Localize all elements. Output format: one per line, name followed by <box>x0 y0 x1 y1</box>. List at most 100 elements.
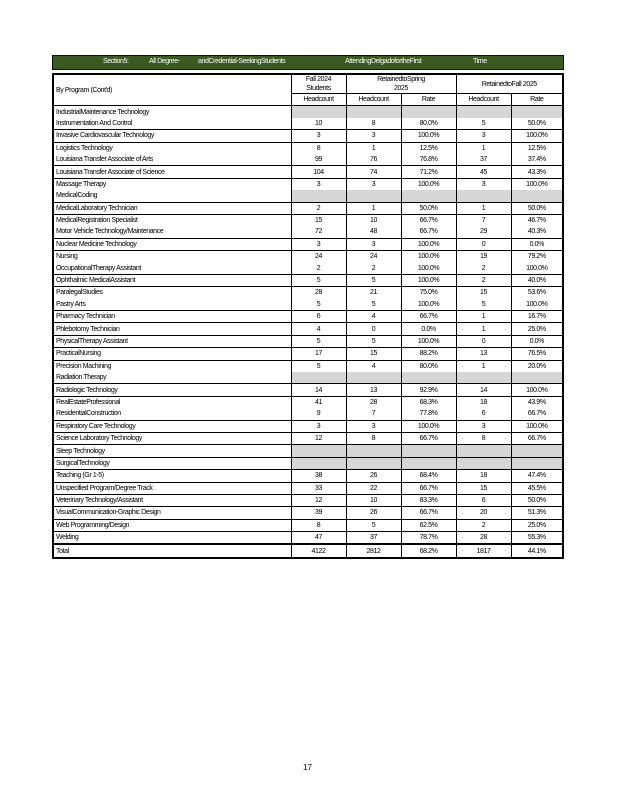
cell-value: 19 <box>455 250 512 263</box>
program-name: Radiation Therapy <box>56 374 107 382</box>
program-name: SurgicalTechnology <box>53 456 291 470</box>
program-name: Motor Vehicle Technology/Maintenance <box>56 228 164 236</box>
cell-value: 43.3% <box>510 165 564 179</box>
table-row: Veterinary Technology/Assistant 12 10 83.3%… <box>53 493 564 507</box>
cell-value: 100.0% <box>510 419 564 433</box>
cell-value: 28 <box>290 286 346 299</box>
cell-value: 21 <box>345 286 401 299</box>
cell-value: 15 <box>345 347 401 361</box>
cell-value: 100.0% <box>400 262 457 275</box>
cell-value: 3 <box>345 129 401 143</box>
cell-value: 4122 <box>290 543 346 558</box>
cell-value: 100.0% <box>400 177 457 191</box>
table-row: Teaching (Gr 1-5) 38 26 68.4% 18 47.4% <box>53 469 564 482</box>
table-row: VisualCommunication-Graphic Design 39 26 66… <box>53 506 564 520</box>
program-name: Louisiana Transfer Associate of Arts <box>56 156 153 164</box>
cell-value: 100.0% <box>400 237 457 251</box>
table-row: PracticalNursing 17 15 88.2% 13 76.5% <box>53 347 564 361</box>
table-row: Instrumentation And Control 10 8 80.0% 5 50.0… <box>53 117 564 130</box>
cell-value: 3 <box>345 237 401 251</box>
cell-value: 78.7% <box>400 531 457 545</box>
table-row: RealEstateProfessional 41 28 68.3% 18 43.9% <box>53 395 564 409</box>
cell-value: 17 <box>290 347 346 361</box>
cell-value <box>455 105 512 118</box>
cell-value: 5 <box>290 298 346 311</box>
program-name: Phlebotomy Technician <box>53 322 291 336</box>
cell-value: 66.7% <box>400 431 457 445</box>
cell-value: 50.0% <box>510 493 564 507</box>
cell-value: 99 <box>290 153 346 166</box>
table-row: Motor Vehicle Technology/Maintenance 72 48… <box>53 226 564 239</box>
cell-value <box>455 371 512 384</box>
program-name: Total <box>53 543 291 558</box>
cell-value: 20.0% <box>510 359 564 372</box>
table-row: Logistics Technology 8 1 12.5% 1 12.5% <box>53 141 564 154</box>
cell-value <box>290 105 346 118</box>
cell-value: 100.0% <box>510 298 564 311</box>
table-row: Louisiana Transfer Associate of Science 1… <box>53 165 564 179</box>
program-name: Logistics Technology <box>53 141 291 154</box>
program-name: PhysicalTherapy Assistant <box>53 334 291 348</box>
cell-value: 44.1% <box>510 543 564 558</box>
cell-value: 12 <box>290 431 346 445</box>
cell-value: 13 <box>345 383 401 397</box>
table-row: Sleep Technology <box>53 444 564 458</box>
program-name: Unspecified Program/Degree Track <box>53 481 291 495</box>
program-name: MedicalCoding <box>56 192 98 200</box>
cell-value: 3 <box>290 129 346 143</box>
cell-value: 13 <box>455 347 512 361</box>
cell-value: 45 <box>455 165 512 179</box>
cell-value: 62.5% <box>400 518 457 532</box>
cell-value: 1 <box>345 141 401 154</box>
cell-value: 100.0% <box>510 177 564 191</box>
cell-value: 80.0% <box>400 359 457 372</box>
cell-value: 5 <box>345 273 401 287</box>
cell-value: 51.3% <box>510 506 564 520</box>
cell-value: 79.2% <box>510 250 564 263</box>
cell-value: 4 <box>290 322 346 336</box>
cell-value: 76.5% <box>510 347 564 361</box>
section-banner: Section5: All Degree- andCredential-Seek… <box>52 55 564 70</box>
table-row: MedicalRegistration Specialist 15 10 66.7% 7… <box>53 213 564 227</box>
cell-value <box>345 444 401 458</box>
cell-value <box>510 105 564 118</box>
cell-value: 55.3% <box>510 531 564 545</box>
table-row: Phlebotomy Technician 4 0 0.0% 1 25.0% <box>53 322 564 336</box>
program-name: Sleep Technology <box>53 444 291 458</box>
spring-header: RetainedtoSpring 2025 <box>345 73 457 94</box>
cell-value: 72 <box>290 226 346 239</box>
cell-value: 68.3% <box>400 395 457 409</box>
cell-value: 15 <box>290 213 346 227</box>
cell-value: 50.0% <box>510 201 564 215</box>
table-row: Respiratory Care Technology 3 3 100.0% 3 100.… <box>53 419 564 433</box>
cell-value: 68.2% <box>400 543 457 558</box>
banner-text: AttendingDelgadofortheFirst <box>345 58 422 65</box>
cell-value <box>400 105 457 118</box>
table-row: Nuclear Medicine Technology 3 3 100.0% 0 0.0% <box>53 237 564 251</box>
cell-value <box>400 190 457 203</box>
table-row: Invasive Cardiovascular Technology 3 3 100.… <box>53 129 564 143</box>
cell-value: 9 <box>290 408 346 421</box>
cell-value: 2 <box>455 262 512 275</box>
cell-value: 47.4% <box>510 469 564 482</box>
program-name: Precision Machining <box>53 359 291 372</box>
cell-value: 5 <box>345 518 401 532</box>
table-row: Radiologic Technology 14 13 92.9% 14 100.0% <box>53 383 564 397</box>
cell-value: 3 <box>455 419 512 433</box>
cell-value: 15 <box>455 286 512 299</box>
cell-value: 40.3% <box>510 226 564 239</box>
table-row: Welding 47 37 78.7% 28 55.3% <box>53 531 564 545</box>
cell-value: 2 <box>290 201 346 215</box>
program-name: MedicalLaboratory Technician <box>53 201 291 215</box>
cell-value: 0 <box>345 322 401 336</box>
cell-value: 5 <box>290 359 346 372</box>
cell-value: 6 <box>290 310 346 323</box>
cell-value: 16.7% <box>510 310 564 323</box>
table-row: PhysicalTherapy Assistant 5 5 100.0% 0 0.0% <box>53 334 564 348</box>
program-name: Ophthalmic MedicalAssistant <box>53 273 291 287</box>
cell-value: 22 <box>345 481 401 495</box>
cell-value: 1 <box>455 322 512 336</box>
cell-value <box>345 105 401 118</box>
cell-value: 75.0% <box>400 286 457 299</box>
cell-value: 100.0% <box>400 129 457 143</box>
